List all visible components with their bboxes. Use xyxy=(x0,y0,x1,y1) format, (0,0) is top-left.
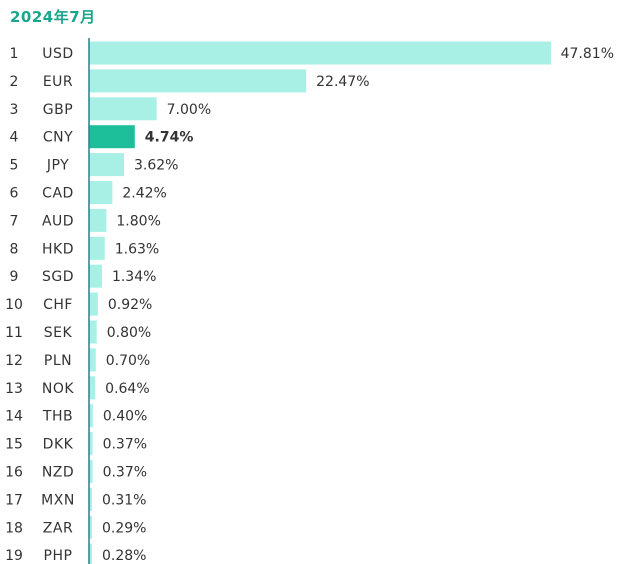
category-label: NZD xyxy=(42,465,74,481)
rank-label: 9 xyxy=(10,269,19,285)
value-label: 0.31% xyxy=(102,492,146,508)
value-label: 4.74% xyxy=(145,130,194,146)
bar xyxy=(89,320,97,344)
value-label: 0.37% xyxy=(103,465,147,481)
category-label: CNY xyxy=(43,130,73,146)
category-label: THB xyxy=(42,409,73,425)
category-label: SEK xyxy=(44,325,73,341)
value-label: 1.63% xyxy=(115,241,159,257)
bar xyxy=(89,348,96,372)
bar xyxy=(89,181,113,204)
bar xyxy=(89,236,105,260)
category-label: USD xyxy=(42,46,73,62)
rank-label: 14 xyxy=(5,409,23,425)
rank-label: 17 xyxy=(5,492,23,508)
rank-label: 10 xyxy=(5,297,23,313)
bar-highlight xyxy=(89,125,135,149)
rank-label: 12 xyxy=(5,353,23,369)
rank-label: 16 xyxy=(5,465,23,481)
category-label: EUR xyxy=(43,74,73,90)
category-label: CHF xyxy=(43,297,73,313)
rank-label: 13 xyxy=(5,381,23,397)
bar xyxy=(89,208,107,232)
rank-label: 15 xyxy=(5,437,23,453)
value-label: 0.64% xyxy=(105,381,149,397)
rank-label: 11 xyxy=(5,325,23,341)
value-label: 0.80% xyxy=(107,325,151,341)
bar xyxy=(89,97,157,121)
value-label: 47.81% xyxy=(561,46,614,62)
bar xyxy=(89,543,92,564)
category-label: NOK xyxy=(42,381,74,397)
rank-label: 7 xyxy=(10,213,19,229)
value-label: 2.42% xyxy=(122,186,166,202)
bar xyxy=(89,264,102,288)
value-label: 0.92% xyxy=(108,297,152,313)
rank-label: 4 xyxy=(10,130,19,146)
category-label: DKK xyxy=(43,437,74,453)
rank-label: 8 xyxy=(10,241,19,257)
value-label: 7.00% xyxy=(167,102,211,118)
value-label: 0.28% xyxy=(102,548,146,564)
bar xyxy=(89,376,96,400)
category-label: JPY xyxy=(46,158,69,174)
rank-label: 5 xyxy=(10,158,19,174)
value-label: 22.47% xyxy=(316,74,369,90)
rank-label: 19 xyxy=(5,548,23,564)
chart-title: 2024年7月 xyxy=(10,8,96,26)
value-label: 1.80% xyxy=(116,213,160,229)
bar xyxy=(89,69,307,93)
value-label: 0.70% xyxy=(106,353,150,369)
value-label: 0.37% xyxy=(103,437,147,453)
bar xyxy=(89,487,92,511)
bar xyxy=(89,515,92,539)
rank-label: 2 xyxy=(10,74,19,90)
bar xyxy=(89,41,551,65)
category-label: HKD xyxy=(42,241,74,257)
category-label: GBP xyxy=(43,102,73,118)
bar xyxy=(89,404,93,428)
value-label: 3.62% xyxy=(134,158,178,174)
bar xyxy=(89,432,93,456)
value-label: 1.34% xyxy=(112,269,156,285)
category-label: ZAR xyxy=(43,520,73,536)
category-label: MXN xyxy=(41,492,75,508)
category-label: PLN xyxy=(44,353,72,369)
bar xyxy=(89,460,93,483)
value-label: 0.40% xyxy=(103,409,147,425)
value-label: 0.29% xyxy=(102,520,146,536)
category-label: PHP xyxy=(44,548,73,564)
category-label: CAD xyxy=(42,186,74,202)
category-label: SGD xyxy=(42,269,74,285)
rank-label: 3 xyxy=(10,102,19,118)
rank-label: 18 xyxy=(5,520,23,536)
bar xyxy=(89,153,124,177)
rank-label: 1 xyxy=(10,46,19,62)
category-label: AUD xyxy=(42,213,74,229)
rank-label: 6 xyxy=(10,186,19,202)
bar xyxy=(89,292,98,316)
